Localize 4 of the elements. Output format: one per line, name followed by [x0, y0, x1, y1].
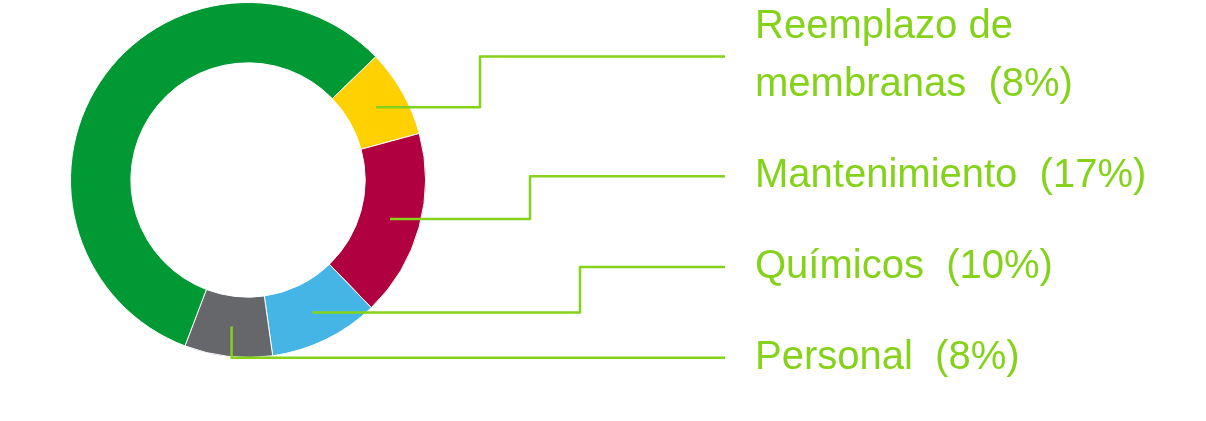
- slice-label: Reemplazo de membranas (8%): [755, 2, 1073, 105]
- slice-label: Personal (8%): [755, 332, 1020, 377]
- slice-label: Químicos (10%): [755, 241, 1053, 286]
- slice-label: Mantenimiento (17%): [755, 151, 1147, 196]
